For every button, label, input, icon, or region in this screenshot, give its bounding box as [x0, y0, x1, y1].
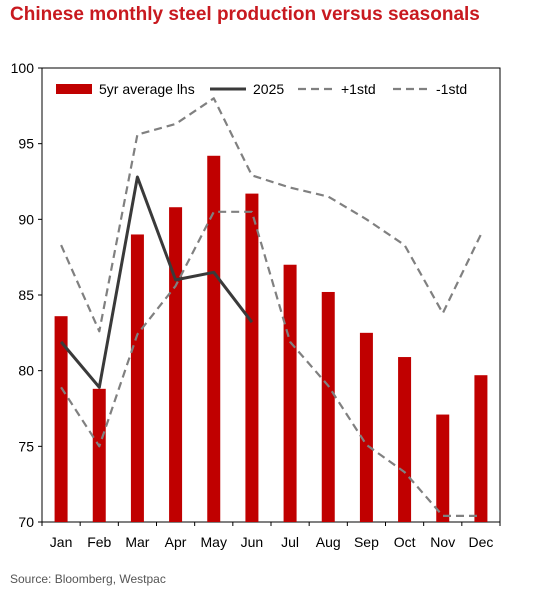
y-tick-label: 90 [18, 211, 34, 227]
series-line--1std [60, 97, 482, 333]
bar [169, 207, 183, 522]
y-tick-label: 85 [18, 287, 34, 303]
x-tick-label: Jul [281, 534, 299, 550]
x-tick-label: Feb [87, 534, 111, 550]
source-note: Source: Bloomberg, Westpac [10, 572, 166, 586]
legend-label: -1std [436, 81, 467, 97]
y-tick-label: 75 [18, 438, 34, 454]
x-tick-label: Aug [316, 534, 341, 550]
series-line-2025 [59, 175, 254, 389]
x-tick-label: Jun [241, 534, 264, 550]
legend-label: 5yr average lhs [99, 81, 195, 97]
chart-title: Chinese monthly steel production versus … [10, 4, 480, 25]
y-tick-label: 95 [18, 136, 34, 152]
bar [359, 332, 373, 522]
bar [207, 155, 221, 523]
bar [436, 414, 450, 522]
x-tick-label: Dec [468, 534, 493, 550]
legend-label: 2025 [253, 81, 284, 97]
x-tick-label: Nov [430, 534, 455, 550]
x-tick-label: Jan [50, 534, 73, 550]
bar [321, 291, 335, 522]
y-tick-label: 80 [18, 363, 34, 379]
x-tick-label: Sep [354, 534, 379, 550]
bar [283, 264, 297, 522]
legend-label: +1std [341, 81, 376, 97]
bar [474, 375, 488, 522]
x-tick-label: Oct [394, 534, 416, 550]
x-tick-label: Mar [125, 534, 149, 550]
plot-frame [41, 67, 501, 523]
series-line--1std [60, 210, 481, 518]
legend: 5yr average lhs 2025 +1std -1std [56, 81, 467, 97]
y-tick-label: 100 [11, 60, 35, 76]
bar [130, 234, 144, 522]
x-tick-label: May [201, 534, 227, 550]
legend-swatch [56, 84, 92, 94]
bar [245, 193, 259, 522]
bar [54, 316, 68, 522]
y-tick-label: 70 [18, 514, 34, 530]
x-tick-label: Apr [165, 534, 187, 550]
bar [398, 357, 412, 522]
bar [92, 388, 106, 522]
